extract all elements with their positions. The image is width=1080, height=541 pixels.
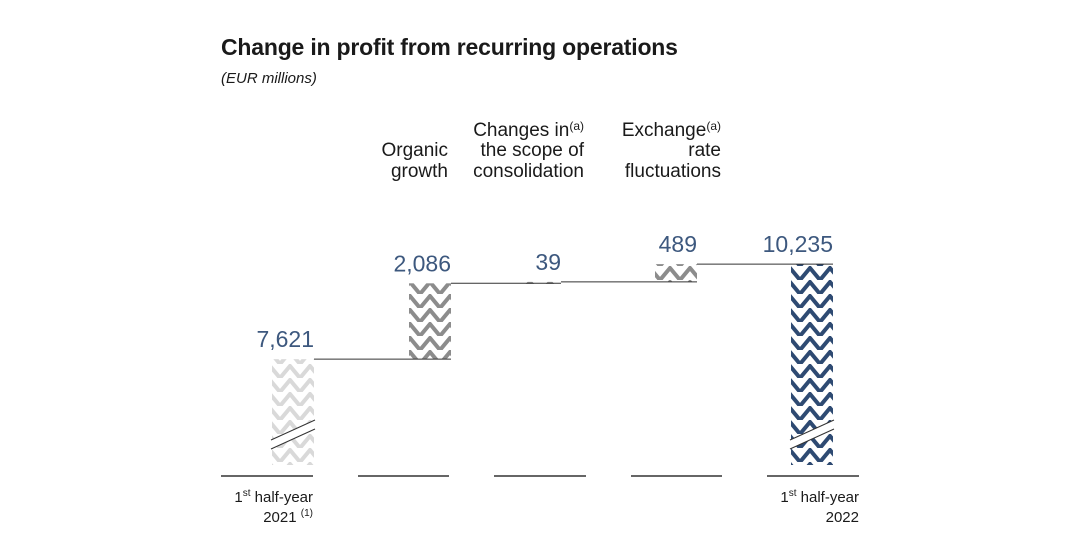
x-axis-label-5: 1st half-year [780,488,859,506]
category-header-4: fluctuations [625,161,721,182]
axis-break-1 [271,420,315,449]
bar-organic-growth [409,283,451,360]
x-axis-label-1: 1st half-year [234,488,313,506]
axis-break-line-5 [789,419,835,441]
value-label-3: 39 [535,249,561,275]
footnote-marker: (a) [706,119,721,133]
category-header-3: Changes in(a) [473,119,584,141]
bar-exchange-rate [655,264,697,282]
value-label-4: 489 [659,231,697,257]
chart-subtitle: (EUR millions) [221,70,317,87]
value-label-1: 7,621 [256,326,314,352]
category-header-3: consolidation [473,161,584,182]
x-axis-label-5: 2022 [826,509,859,526]
category-header-4: Exchange(a) [622,119,721,141]
footnote-marker: (a) [569,119,584,133]
bar-start-total [272,359,314,465]
category-header-2: Organic [381,140,448,161]
x-axis-label-1: 2021 (1) [263,508,313,526]
value-label-5: 10,235 [763,231,833,257]
value-label-2: 2,086 [393,250,451,276]
category-header-4: rate [688,140,721,161]
axis-break-5 [790,420,834,449]
category-header-3: the scope of [480,140,584,161]
axis-break-line-1 [270,428,316,450]
axis-break-line-5 [789,428,835,450]
category-header-2: growth [391,161,448,182]
chart-title: Change in profit from recurring operatio… [221,34,678,60]
axis-break-line-1 [270,419,316,441]
